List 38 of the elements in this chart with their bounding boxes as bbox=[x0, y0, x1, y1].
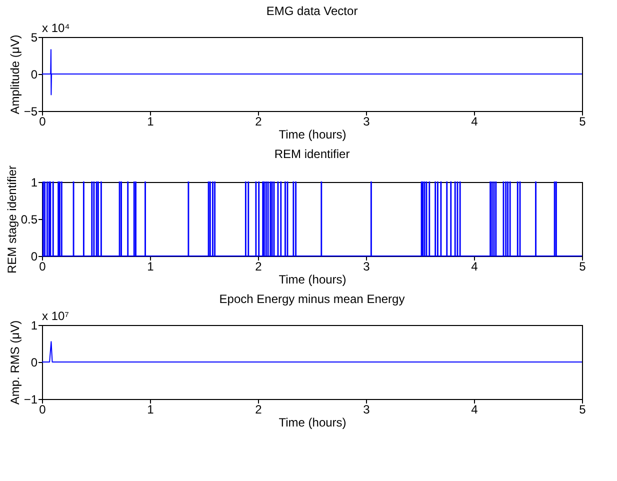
x-tick-label: 1 bbox=[147, 402, 154, 416]
chart-title: EMG data Vector bbox=[266, 4, 358, 18]
x-tick-label: 3 bbox=[363, 114, 370, 128]
x-tick-label: 4 bbox=[471, 402, 478, 416]
x-tick-label: 0 bbox=[39, 402, 46, 416]
x-tick-label: 4 bbox=[471, 260, 478, 274]
x-tick-label: 5 bbox=[579, 114, 586, 128]
x-tick-label: 3 bbox=[363, 260, 370, 274]
text: x 10⁷ bbox=[42, 309, 70, 323]
y-tick-label: 5 bbox=[30, 30, 38, 44]
y-tick-label: 0.5 bbox=[20, 212, 38, 226]
y-tick-label: 1 bbox=[30, 318, 38, 332]
x-tick-label: 0 bbox=[39, 260, 46, 274]
y-tick-label: −5 bbox=[24, 104, 38, 118]
y-tick-label: −1 bbox=[24, 392, 38, 406]
y-axis-title: Amp. RMS (μV) bbox=[8, 320, 22, 405]
x-axis-title: Time (hours) bbox=[278, 128, 346, 142]
x-tick-label: 5 bbox=[579, 402, 586, 416]
y-tick-label: 1 bbox=[30, 176, 38, 190]
x-tick-label: 1 bbox=[147, 114, 154, 128]
y-axis-title: REM stage identifier bbox=[4, 165, 19, 274]
x-tick-label: 0 bbox=[39, 114, 46, 128]
chart-title: Epoch Energy minus mean Energy bbox=[219, 292, 405, 306]
y-axis-title: Amplitude (μV) bbox=[8, 34, 22, 114]
x-tick-label: 3 bbox=[363, 402, 370, 416]
y-tick-label: 0 bbox=[30, 356, 38, 370]
x-tick-label: 1 bbox=[147, 260, 154, 274]
x-axis-title: Time (hours) bbox=[278, 416, 346, 430]
y-tick-label: 0 bbox=[30, 250, 38, 264]
x-tick-label: 2 bbox=[255, 402, 262, 416]
x-tick-label: 5 bbox=[579, 260, 586, 274]
x-tick-label: 4 bbox=[471, 114, 478, 128]
x-tick-label: 2 bbox=[255, 260, 262, 274]
x-tick-label: 2 bbox=[255, 114, 262, 128]
y-tick-label: 0 bbox=[30, 68, 38, 82]
x-axis-title: Time (hours) bbox=[278, 272, 346, 286]
text: x 10⁴ bbox=[42, 21, 70, 35]
chart-title: REM identifier bbox=[274, 146, 350, 161]
